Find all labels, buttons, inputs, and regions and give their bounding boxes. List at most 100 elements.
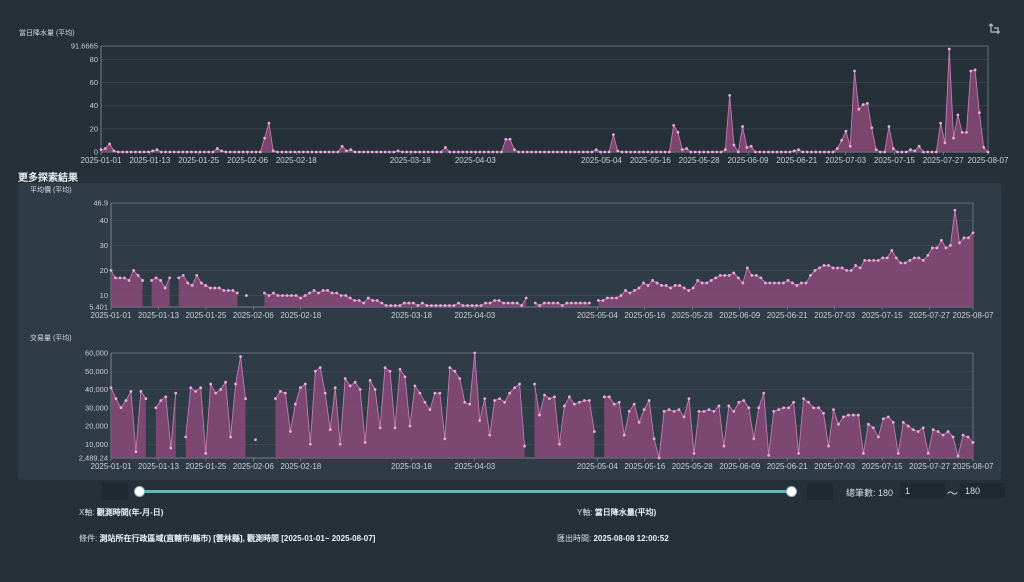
data-point[interactable] [439, 150, 443, 154]
data-point[interactable] [418, 391, 422, 395]
data-point[interactable] [891, 420, 895, 424]
data-point[interactable] [745, 145, 749, 149]
data-point[interactable] [692, 452, 696, 455]
data-point[interactable] [982, 145, 986, 149]
data-point[interactable] [254, 150, 258, 154]
data-point[interactable] [818, 266, 821, 270]
data-point[interactable] [164, 395, 168, 399]
data-point[interactable] [343, 377, 347, 380]
data-point[interactable] [548, 397, 551, 401]
data-point[interactable] [861, 452, 865, 455]
data-point[interactable] [792, 400, 796, 404]
data-point[interactable] [949, 243, 952, 247]
data-point[interactable] [303, 382, 307, 386]
data-point[interactable] [840, 266, 844, 270]
data-point[interactable] [707, 408, 711, 411]
data-point[interactable] [250, 150, 254, 154]
data-point[interactable] [810, 150, 813, 154]
data-point[interactable] [198, 150, 202, 154]
data-point[interactable] [453, 369, 457, 373]
data-point[interactable] [226, 289, 230, 292]
data-point[interactable] [886, 415, 890, 419]
data-point[interactable] [333, 386, 337, 390]
data-point[interactable] [366, 150, 370, 154]
data-point[interactable] [124, 399, 128, 402]
data-point[interactable] [370, 150, 374, 154]
data-point[interactable] [478, 419, 482, 422]
data-point[interactable] [911, 428, 915, 432]
data-point[interactable] [551, 150, 555, 154]
data-point[interactable] [961, 433, 965, 437]
data-point[interactable] [533, 301, 537, 305]
data-point[interactable] [168, 276, 172, 280]
data-point[interactable] [685, 147, 688, 150]
data-point[interactable] [936, 430, 940, 433]
data-point[interactable] [222, 289, 226, 292]
data-point[interactable] [199, 281, 203, 285]
data-point[interactable] [921, 426, 925, 430]
data-point[interactable] [524, 296, 528, 300]
data-point[interactable] [680, 148, 684, 152]
data-point[interactable] [388, 369, 392, 373]
data-point[interactable] [822, 150, 826, 154]
range-slider-track[interactable] [139, 490, 791, 493]
data-point[interactable] [267, 121, 271, 125]
data-point[interactable] [241, 150, 245, 154]
data-point[interactable] [119, 406, 123, 410]
data-point[interactable] [195, 274, 199, 277]
data-point[interactable] [293, 402, 297, 406]
data-point[interactable] [664, 284, 668, 287]
data-point[interactable] [314, 150, 318, 154]
data-point[interactable] [144, 397, 148, 401]
data-point[interactable] [134, 150, 137, 154]
data-point[interactable] [288, 430, 292, 433]
data-point[interactable] [392, 150, 396, 154]
data-point[interactable] [413, 384, 417, 388]
data-point[interactable] [448, 304, 451, 307]
data-point[interactable] [512, 148, 516, 152]
data-point[interactable] [642, 150, 645, 154]
data-point[interactable] [763, 281, 767, 285]
data-point[interactable] [413, 150, 417, 154]
data-point[interactable] [368, 378, 372, 382]
data-point[interactable] [375, 150, 378, 154]
data-point[interactable] [874, 148, 878, 152]
data-point[interactable] [439, 304, 442, 307]
data-point[interactable] [786, 279, 790, 282]
data-point[interactable] [960, 130, 964, 134]
data-point[interactable] [723, 148, 727, 152]
data-point[interactable] [393, 426, 397, 430]
data-point[interactable] [917, 256, 921, 260]
data-point[interactable] [298, 386, 302, 390]
data-point[interactable] [542, 301, 546, 305]
data-point[interactable] [231, 289, 235, 292]
data-point[interactable] [637, 150, 641, 154]
data-point[interactable] [338, 442, 342, 446]
data-point[interactable] [310, 150, 314, 154]
data-point[interactable] [163, 286, 167, 290]
data-point[interactable] [647, 399, 651, 402]
data-point[interactable] [353, 150, 357, 154]
data-point[interactable] [174, 391, 178, 395]
data-point[interactable] [939, 121, 943, 125]
data-point[interactable] [457, 301, 460, 305]
data-point[interactable] [109, 386, 113, 390]
data-point[interactable] [973, 68, 977, 72]
data-point[interactable] [866, 422, 870, 426]
data-point[interactable] [637, 286, 641, 290]
data-point[interactable] [127, 279, 131, 282]
data-point[interactable] [842, 415, 845, 419]
data-point[interactable] [672, 410, 676, 413]
data-point[interactable] [861, 103, 865, 106]
data-point[interactable] [515, 301, 519, 305]
data-point[interactable] [863, 258, 867, 262]
data-point[interactable] [568, 150, 572, 154]
data-point[interactable] [276, 150, 279, 154]
restore-zoom-icon[interactable] [986, 20, 1004, 38]
data-point[interactable] [213, 286, 217, 290]
data-point[interactable] [698, 150, 701, 154]
data-point[interactable] [363, 441, 367, 444]
data-point[interactable] [556, 301, 560, 305]
data-point[interactable] [718, 274, 722, 277]
data-point[interactable] [493, 299, 497, 302]
